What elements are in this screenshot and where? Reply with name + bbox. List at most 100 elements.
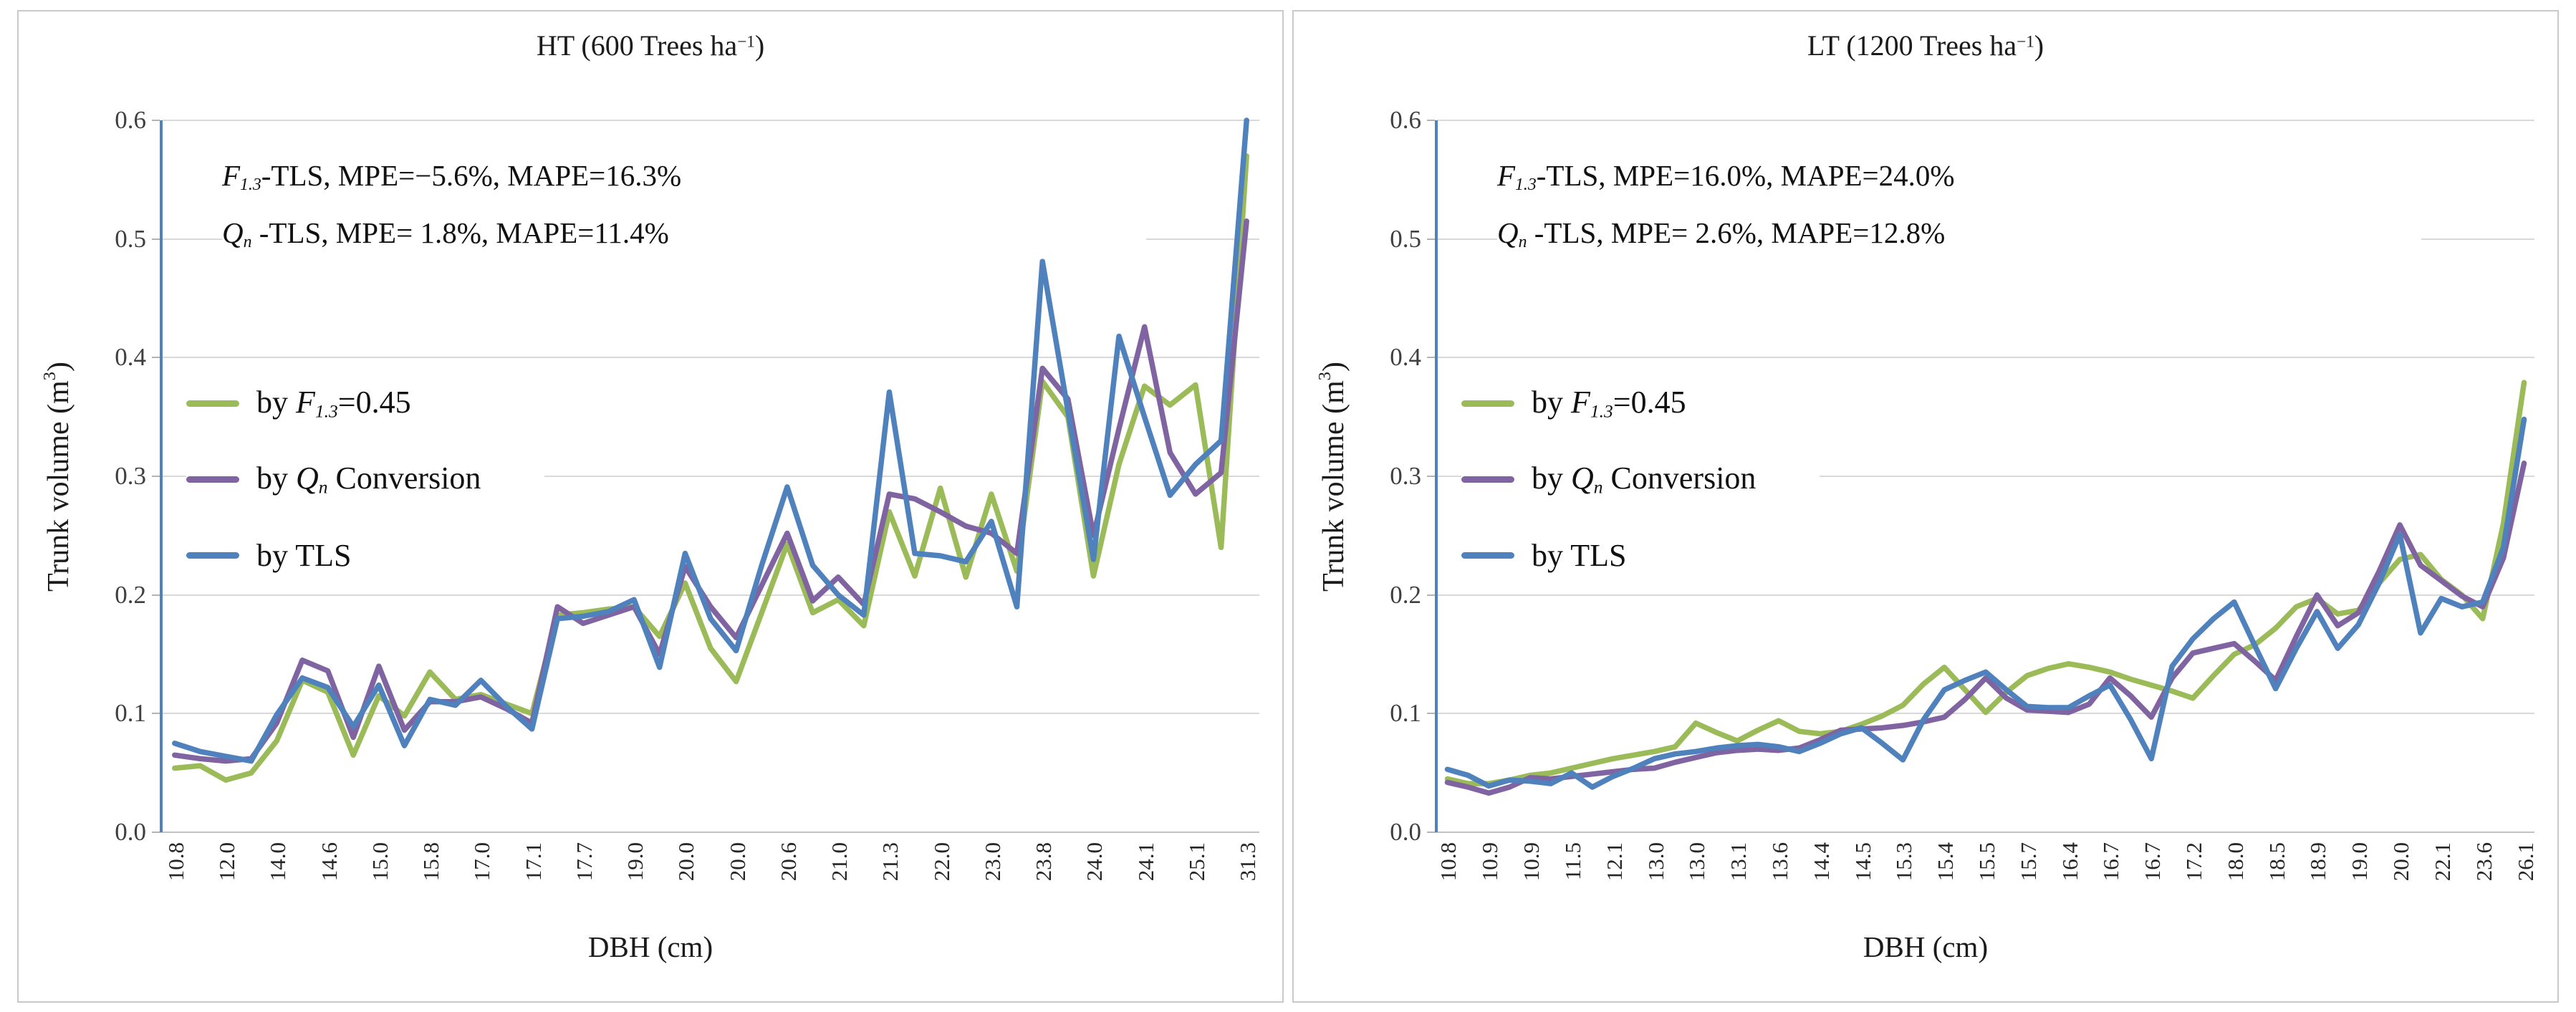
y-tick-mark: [152, 713, 160, 715]
legend-item: by F1.3=0.45: [1461, 365, 1820, 441]
text-fragment: by: [1532, 385, 1571, 420]
series-line-tls: [172, 117, 1249, 764]
y-tick-mark: [152, 238, 160, 240]
text-fragment: 3: [1315, 372, 1335, 381]
x-tick-label: 17.2: [2181, 842, 2207, 882]
y-axis-line: [160, 120, 163, 832]
gridline-0.4: [162, 357, 1259, 359]
x-tick-label: 22.0: [928, 842, 954, 882]
y-tick-mark: [152, 832, 160, 833]
x-tick-label: 14.5: [1850, 842, 1875, 882]
y-tick-label: 0.3: [115, 462, 146, 490]
x-tick-label: 24.1: [1133, 842, 1158, 882]
annotation-line: Qn -TLS, MPE= 1.8%, MAPE=11.4%: [222, 205, 1146, 262]
x-tick-label: 17.0: [469, 842, 495, 882]
y-tick-label: 0.6: [1390, 106, 1421, 134]
legend-key-tls: [186, 551, 239, 559]
annotation-box: F1.3-TLS, MPE=−5.6%, MAPE=16.3% Qn -TLS, …: [222, 148, 1146, 262]
text-fragment: F: [222, 159, 241, 192]
legend-item: by Qn Conversion: [1461, 441, 1820, 517]
x-tick-label: 18.9: [2305, 842, 2331, 882]
y-tick-label: 0.0: [1390, 818, 1421, 846]
legend-item: by Qn Conversion: [186, 441, 544, 517]
text-fragment: by TLS: [1532, 537, 1627, 573]
chart-title: HT (600 Trees ha−1): [19, 29, 1282, 62]
y-tick-mark: [1427, 476, 1435, 477]
text-fragment: HT (600 Trees ha: [536, 29, 738, 62]
chart-title: LT (1200 Trees ha−1): [1294, 29, 2557, 62]
text-fragment: -TLS, MPE=−5.6%, MAPE=16.3%: [261, 159, 682, 192]
text-fragment: =0.45: [1613, 385, 1686, 420]
text-fragment: 1.3: [314, 400, 338, 422]
legend-label: by TLS: [256, 537, 351, 574]
legend-key-qn: [186, 476, 239, 483]
x-tick-label: 15.4: [1933, 842, 1959, 882]
x-axis-line: [160, 832, 1259, 833]
text-fragment: F: [1571, 385, 1590, 420]
x-tick-label: 22.1: [2429, 842, 2455, 882]
y-tick-mark: [152, 476, 160, 477]
x-tick-label: 12.1: [1601, 842, 1627, 882]
legend-label: by Qn Conversion: [256, 460, 481, 498]
text-fragment: Conversion: [1602, 461, 1756, 496]
series-line-qn: [172, 218, 1249, 764]
y-tick-mark: [152, 594, 160, 596]
gridline-0.4: [1437, 357, 2534, 359]
x-tick-label: 10.9: [1477, 842, 1503, 882]
text-fragment: n: [243, 232, 252, 251]
gridline-0.2: [1437, 594, 2534, 596]
legend-key-f13: [1461, 400, 1514, 407]
x-tick-label: 23.6: [2471, 842, 2496, 882]
y-tick-mark: [1427, 357, 1435, 359]
gridline-0.1: [162, 713, 1259, 715]
text-fragment: by TLS: [256, 537, 352, 573]
y-tick-label: 0.2: [1390, 580, 1421, 609]
x-tick-label: 15.7: [2015, 842, 2041, 882]
x-tick-label: 23.0: [979, 842, 1005, 882]
text-fragment: Q: [1571, 461, 1594, 496]
text-fragment: Q: [222, 216, 244, 249]
text-fragment: =0.45: [337, 385, 411, 420]
text-fragment: n: [1518, 232, 1527, 251]
x-tick-label: 31.3: [1235, 842, 1261, 882]
y-tick-label: 0.5: [115, 224, 146, 253]
x-tick-label: 24.0: [1082, 842, 1107, 882]
annotation-line: F1.3-TLS, MPE=16.0%, MAPE=24.0%: [1497, 148, 2421, 205]
y-tick-label: 0.0: [115, 818, 146, 846]
legend-item: by TLS: [1461, 517, 1820, 593]
legend-label: by F1.3=0.45: [1532, 384, 1686, 422]
y-tick-label: 0.6: [115, 106, 146, 134]
y-tick-label: 0.4: [115, 343, 146, 372]
plot-area: 0.0 0.1 0.2 0.3 0.4 0.5 0.6 F1.3-TLS, MPE=16.0%…: [1390, 106, 2537, 881]
x-tick-label: 15.8: [418, 842, 444, 882]
x-tick-label: 11.5: [1559, 842, 1585, 881]
legend-item: by F1.3=0.45: [186, 365, 544, 441]
x-tick-label: 14.4: [1808, 842, 1834, 882]
x-tick-label: 15.3: [1891, 842, 1917, 882]
series-line-f13: [1444, 380, 2527, 786]
x-tick-label: 13.6: [1767, 842, 1792, 882]
legend-key-f13: [186, 400, 239, 407]
x-tick-label: 12.0: [214, 842, 240, 882]
y-tick-label: 0.5: [1390, 224, 1421, 253]
x-axis-title: DBH (cm): [587, 930, 713, 963]
y-tick-label: 0.1: [1390, 699, 1421, 728]
text-fragment: n: [1593, 476, 1603, 498]
x-tick-label: 16.7: [2098, 842, 2124, 882]
x-tick-label: 10.8: [163, 842, 188, 882]
y-tick-label: 0.1: [115, 699, 146, 728]
chart-panel-ht: HT (600 Trees ha−1) Trunk volume (m3) 0.0 0…: [17, 10, 1284, 1003]
x-tick-label: 14.0: [265, 842, 291, 882]
x-tick-label: 13.0: [1643, 842, 1668, 882]
text-fragment: LT (1200 Trees ha: [1807, 29, 2017, 62]
text-fragment: 1.3: [1515, 175, 1537, 194]
text-fragment: Q: [1497, 216, 1519, 249]
gridline-0.3: [1437, 476, 2534, 477]
x-tick-label: 18.0: [2222, 842, 2248, 882]
x-tick-label: 20.0: [2388, 842, 2414, 882]
text-fragment: −1: [2017, 32, 2034, 52]
x-tick-label: 20.0: [724, 842, 750, 882]
text-fragment: by: [256, 385, 296, 420]
text-fragment: −1: [737, 32, 755, 52]
